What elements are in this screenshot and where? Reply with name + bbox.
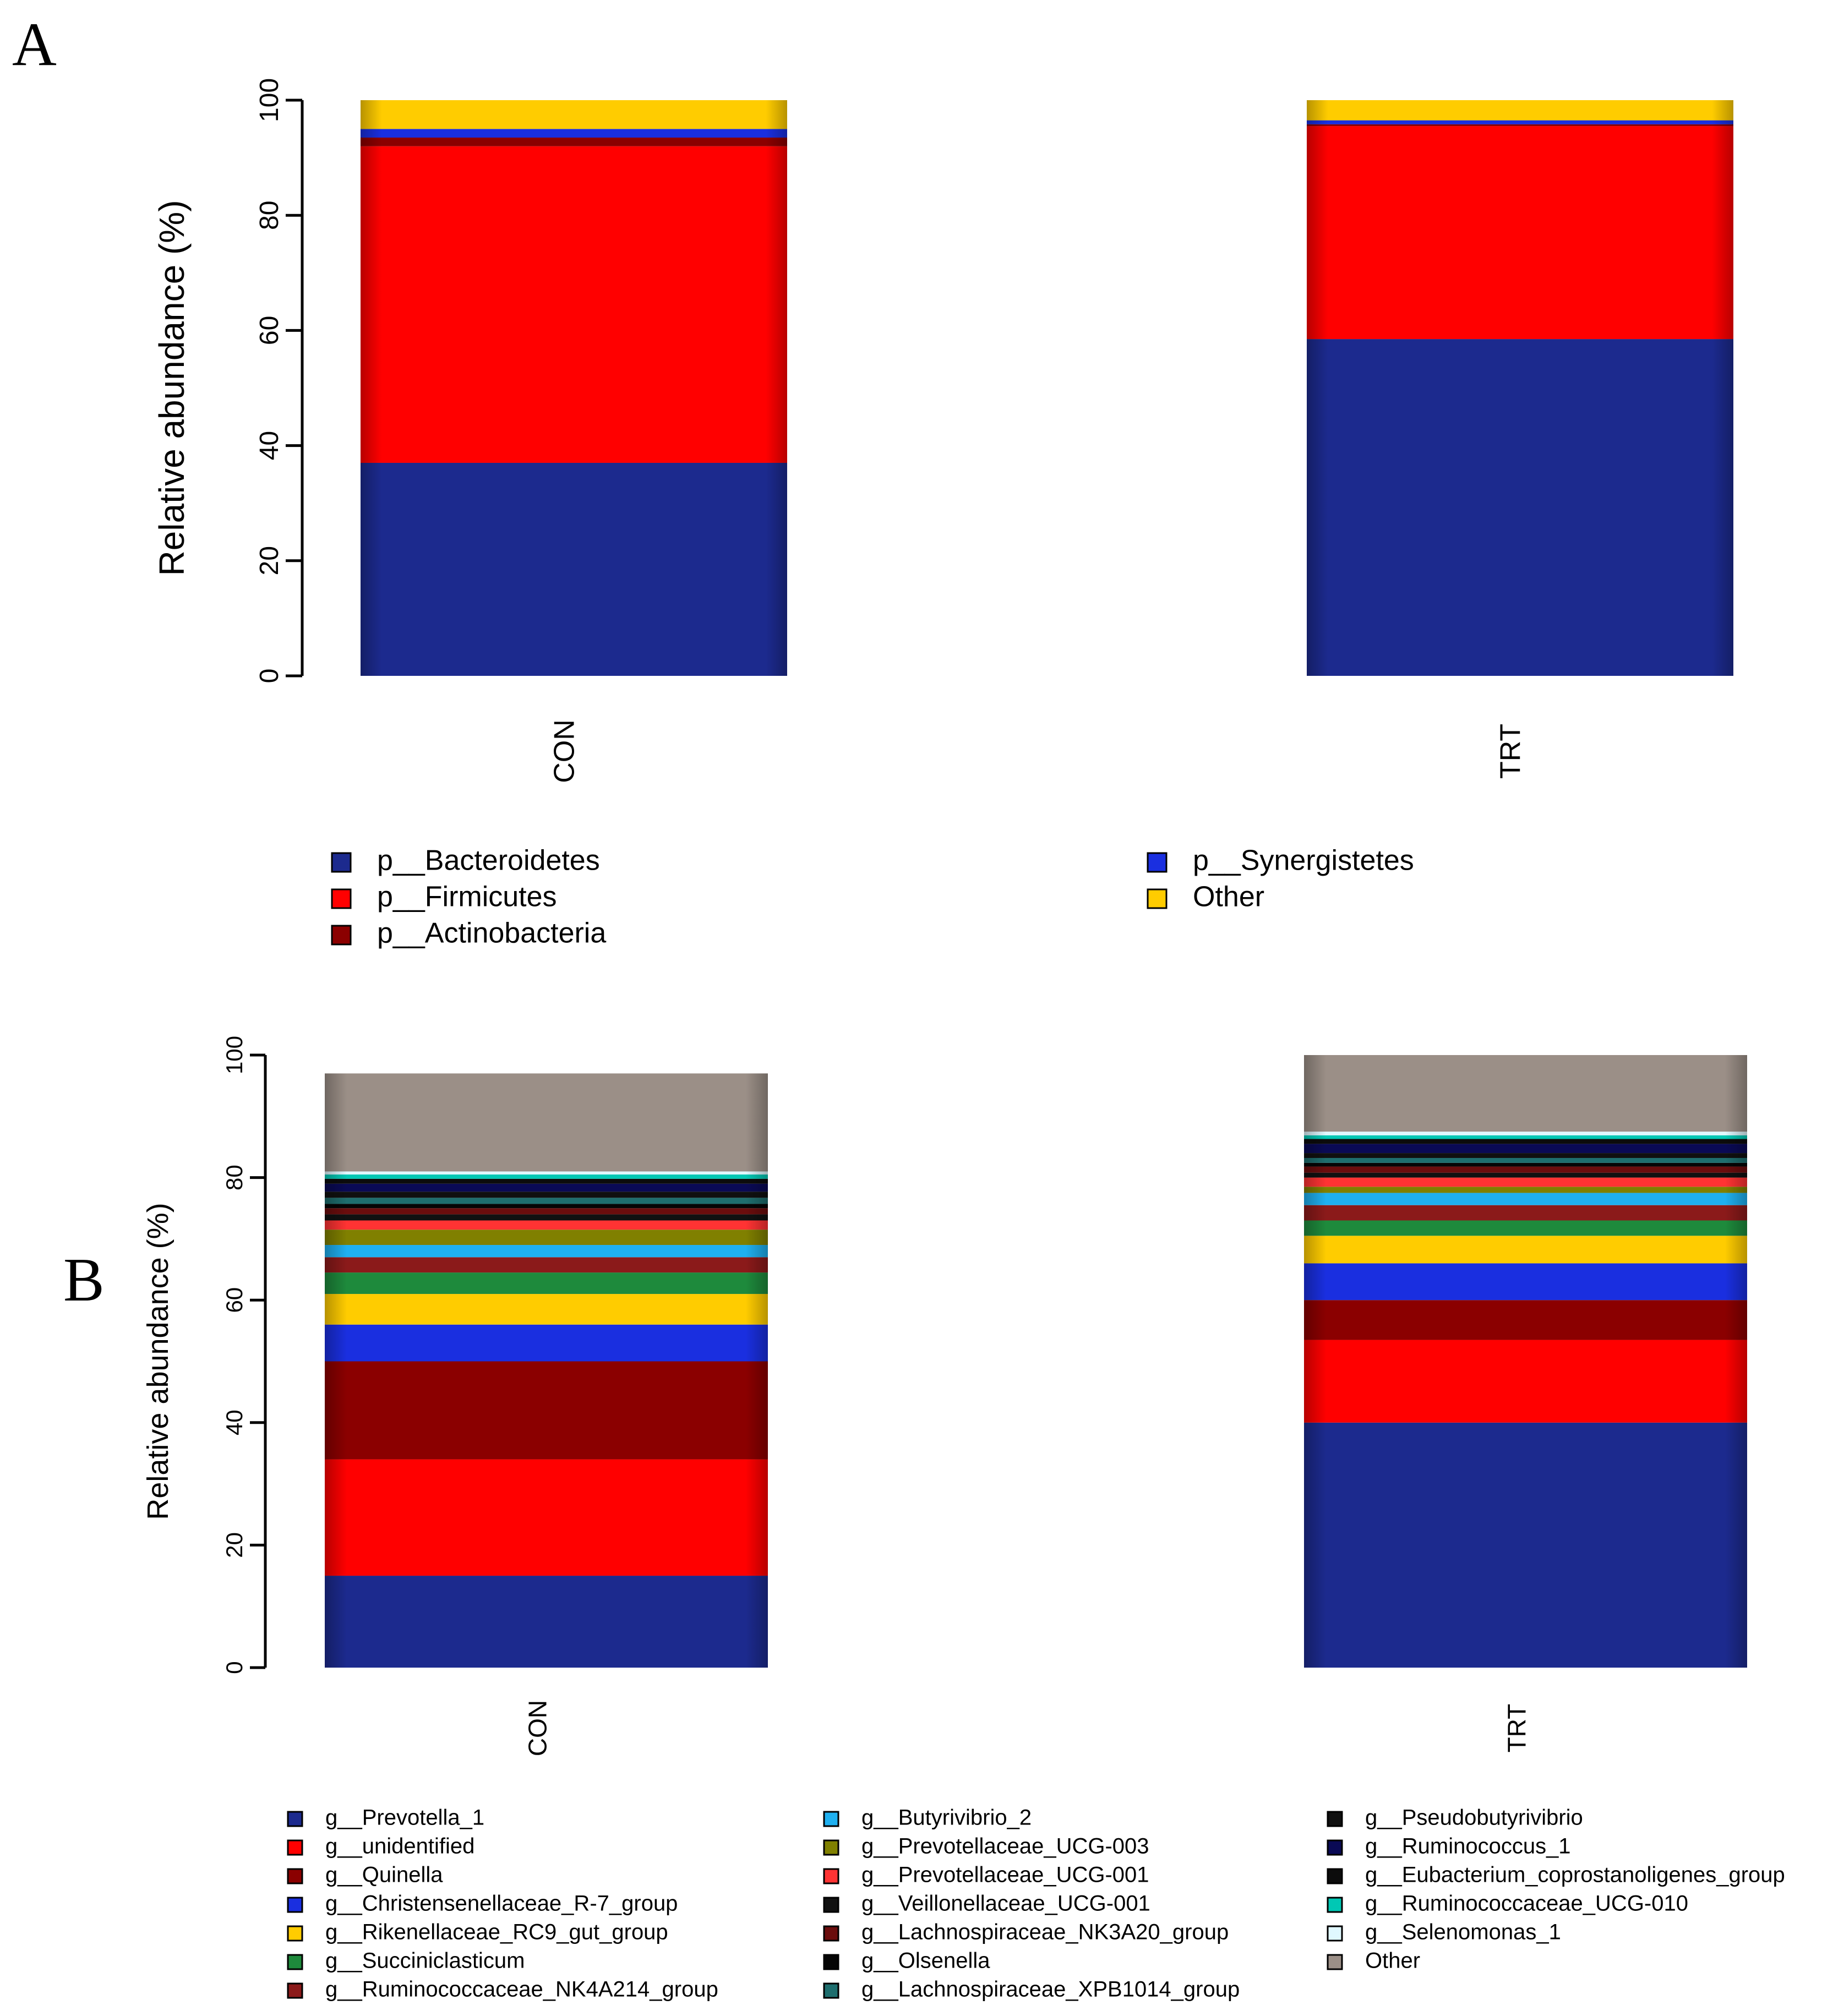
chart-b-bar-shade-trt — [1304, 1055, 1747, 1668]
chart-b-legend-swatch — [823, 1954, 839, 1970]
panel-a-label: A — [12, 10, 57, 79]
chart-b-legend-label: Other — [1365, 1949, 1420, 1973]
chart-a-y-tick-label: 80 — [255, 201, 284, 230]
chart-a-legend-swatch — [331, 925, 352, 946]
chart-a-legend-swatch — [1147, 852, 1168, 873]
chart-b-x-label-con: CON — [523, 1700, 552, 1756]
chart-b-legend-swatch — [823, 1811, 839, 1827]
chart-b-legend-label: g__Prevotella_1 — [325, 1806, 484, 1830]
chart-b-legend-label: g__Succiniclasticum — [325, 1949, 525, 1973]
chart-b-y-tick-label: 20 — [221, 1532, 247, 1558]
chart-a-y-tick-label: 100 — [255, 78, 284, 122]
chart-a-y-tick-label: 0 — [255, 669, 284, 684]
chart-a-y-tick-label: 60 — [255, 316, 284, 345]
chart-b-legend-swatch — [1327, 1811, 1343, 1827]
chart-a-y-tick-label: 20 — [255, 546, 284, 575]
chart-b-legend-swatch — [1327, 1897, 1343, 1913]
chart-a: 0 20 40 60 80 100 Relative abundance (%) CON TRT — [152, 78, 1733, 783]
chart-b-legend-swatch — [1327, 1868, 1343, 1884]
chart-b-legend-label: g__Ruminococcaceae_UCG-010 — [1365, 1892, 1688, 1916]
chart-b-legend-label: g__Butyrivibrio_2 — [861, 1806, 1032, 1830]
chart-a-bar-shade-trt — [1307, 100, 1733, 676]
chart-b-legend-label: g__Pseudobutyrivibrio — [1365, 1806, 1583, 1830]
chart-a-legend-label: p__Synergistetes — [1193, 845, 1414, 877]
chart-a-bar-shade-con — [361, 100, 787, 676]
chart-b-legend-swatch — [1327, 1954, 1343, 1970]
chart-b-y-axis-title: Relative abundance (%) — [141, 1203, 174, 1520]
chart-a-x-label-con: CON — [549, 719, 581, 783]
chart-b-legend-label: g__Veillonellaceae_UCG-001 — [861, 1892, 1150, 1916]
chart-b-legend-label: g__Ruminococcus_1 — [1365, 1834, 1571, 1859]
chart-b-bar-shade-con — [325, 1073, 768, 1668]
chart-b-x-label-trt: TRT — [1503, 1704, 1531, 1753]
chart-b-legend-swatch — [1327, 1839, 1343, 1856]
chart-b-legend-label: g__Quinella — [325, 1863, 443, 1887]
chart-b-legend-swatch — [1327, 1925, 1343, 1942]
chart-b-legend-label: g__Christensenellaceae_R-7_group — [325, 1892, 678, 1916]
chart-a-legend-label: p__Firmicutes — [377, 881, 557, 913]
chart-b-legend-swatch — [287, 1925, 303, 1942]
legend-a: p__Bacteroidetes p__Firmicutes p__Actinoba… — [331, 845, 1414, 949]
chart-a-x-label-trt: TRT — [1495, 724, 1527, 779]
chart-b-legend-label: g__Lachnospiraceae_XPB1014_group — [861, 1977, 1240, 2002]
chart-b-y-tick-label: 40 — [221, 1409, 247, 1435]
panel-b-label: B — [63, 1246, 105, 1314]
chart-b-legend-label: g__Olsenella — [861, 1949, 990, 1973]
legend-b: g__Prevotella_1 g__unidentified g__Quinell… — [287, 1806, 1785, 2002]
chart-b-legend-label: g__Rikenellaceae_RC9_gut_group — [325, 1920, 668, 1944]
chart-b-legend-label: g__Selenomonas_1 — [1365, 1920, 1561, 1944]
chart-b-legend-swatch — [287, 1868, 303, 1884]
chart-a-y-axis-title: Relative abundance (%) — [152, 200, 192, 576]
chart-b-legend-swatch — [287, 1982, 303, 1999]
chart-b-legend-swatch — [823, 1925, 839, 1942]
chart-b-legend-swatch — [823, 1868, 839, 1884]
chart-b-legend-swatch — [287, 1811, 303, 1827]
chart-b-legend-label: g__Lachnospiraceae_NK3A20_group — [861, 1920, 1229, 1944]
chart-b-y-tick-label: 0 — [221, 1661, 247, 1674]
chart-b-legend-label: g__Ruminococcaceae_NK4A214_group — [325, 1977, 718, 2002]
chart-b-legend-swatch — [823, 1839, 839, 1856]
chart-b-legend-swatch — [823, 1897, 839, 1913]
chart-a-legend-label: p__Actinobacteria — [377, 917, 606, 949]
chart-a-legend-swatch — [331, 852, 352, 873]
chart-b-legend-label: g__unidentified — [325, 1834, 474, 1859]
chart-a-legend-swatch — [1147, 888, 1168, 909]
chart-b-legend-label: g__Eubacterium_coprostanoligenes_group — [1365, 1863, 1785, 1887]
chart-b-y-tick-label: 80 — [221, 1165, 247, 1190]
chart-b-y-tick-label: 60 — [221, 1287, 247, 1313]
chart-a-legend-swatch — [331, 888, 352, 909]
chart-b: 0 20 40 60 80 100 Relative abundance (%) CON TRT — [141, 1036, 1747, 1756]
chart-b-legend-label: g__Prevotellaceae_UCG-001 — [861, 1863, 1149, 1887]
chart-b-legend-swatch — [287, 1897, 303, 1913]
chart-b-legend-swatch — [287, 1839, 303, 1856]
chart-a-legend-label: Other — [1193, 881, 1264, 913]
chart-a-legend-label: p__Bacteroidetes — [377, 845, 600, 877]
chart-a-y-tick-label: 40 — [255, 431, 284, 460]
chart-b-y-tick-label: 100 — [221, 1036, 247, 1074]
chart-b-legend-swatch — [287, 1954, 303, 1970]
chart-b-legend-label: g__Prevotellaceae_UCG-003 — [861, 1834, 1149, 1859]
chart-b-legend-swatch — [823, 1982, 839, 1999]
